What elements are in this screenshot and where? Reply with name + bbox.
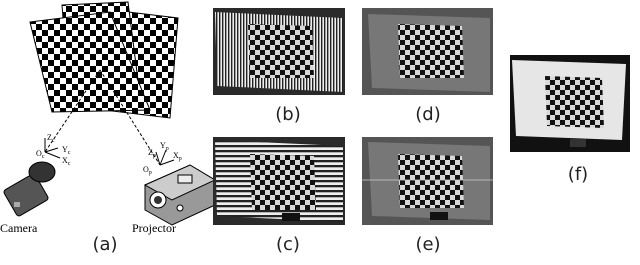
svg-text:Xp: Xp: [173, 151, 182, 162]
axis-subscript: c: [42, 154, 45, 160]
axis-subscript: c: [68, 150, 71, 156]
svg-text:Zc: Zc: [47, 133, 55, 144]
panel-label: (c): [276, 234, 300, 255]
svg-text:Op: Op: [143, 165, 152, 176]
photo-e: [362, 137, 493, 225]
axis-label: X: [62, 156, 68, 165]
axis-label: O: [36, 149, 42, 158]
axis-label: Z: [47, 133, 52, 142]
panel-label: (d): [415, 104, 440, 125]
board: [29, 11, 151, 113]
axis-subscript: p: [149, 170, 152, 176]
panel-label: (b): [275, 104, 300, 125]
axis-subscript: p: [166, 146, 169, 152]
svg-text:Zp: Zp: [148, 148, 156, 159]
panel-label: (a): [92, 234, 117, 255]
projector-label: Projector: [132, 221, 176, 235]
axis-label: O: [143, 165, 149, 174]
svg-text:Yp: Yp: [160, 141, 169, 152]
photo-f: [510, 55, 630, 152]
axis-subscript: p: [179, 156, 182, 162]
axis-subscript: p: [153, 153, 156, 159]
axis-subscript: c: [68, 161, 71, 167]
camera-icon: [3, 138, 61, 217]
svg-text:Yc: Yc: [62, 145, 71, 156]
ray: [44, 69, 101, 153]
photo-b: [213, 8, 345, 95]
axis-label: Y: [160, 141, 166, 150]
panel-label: (f): [568, 164, 588, 185]
calibration-scene: Zc Oc Yc Xc Camera Zp Yp Op Xp Projector: [0, 1, 217, 235]
panel-label: (e): [415, 234, 440, 255]
svg-text:Oc: Oc: [36, 149, 45, 160]
axis-label: Z: [148, 148, 153, 157]
axis-label: X: [173, 151, 179, 160]
photo-c: [213, 137, 345, 225]
photo-d: [362, 8, 493, 95]
camera-label: Camera: [0, 221, 38, 235]
axis-subscript: c: [52, 138, 55, 144]
ray: [99, 69, 161, 166]
axis-label: Y: [62, 145, 68, 154]
svg-text:Xc: Xc: [62, 156, 71, 167]
